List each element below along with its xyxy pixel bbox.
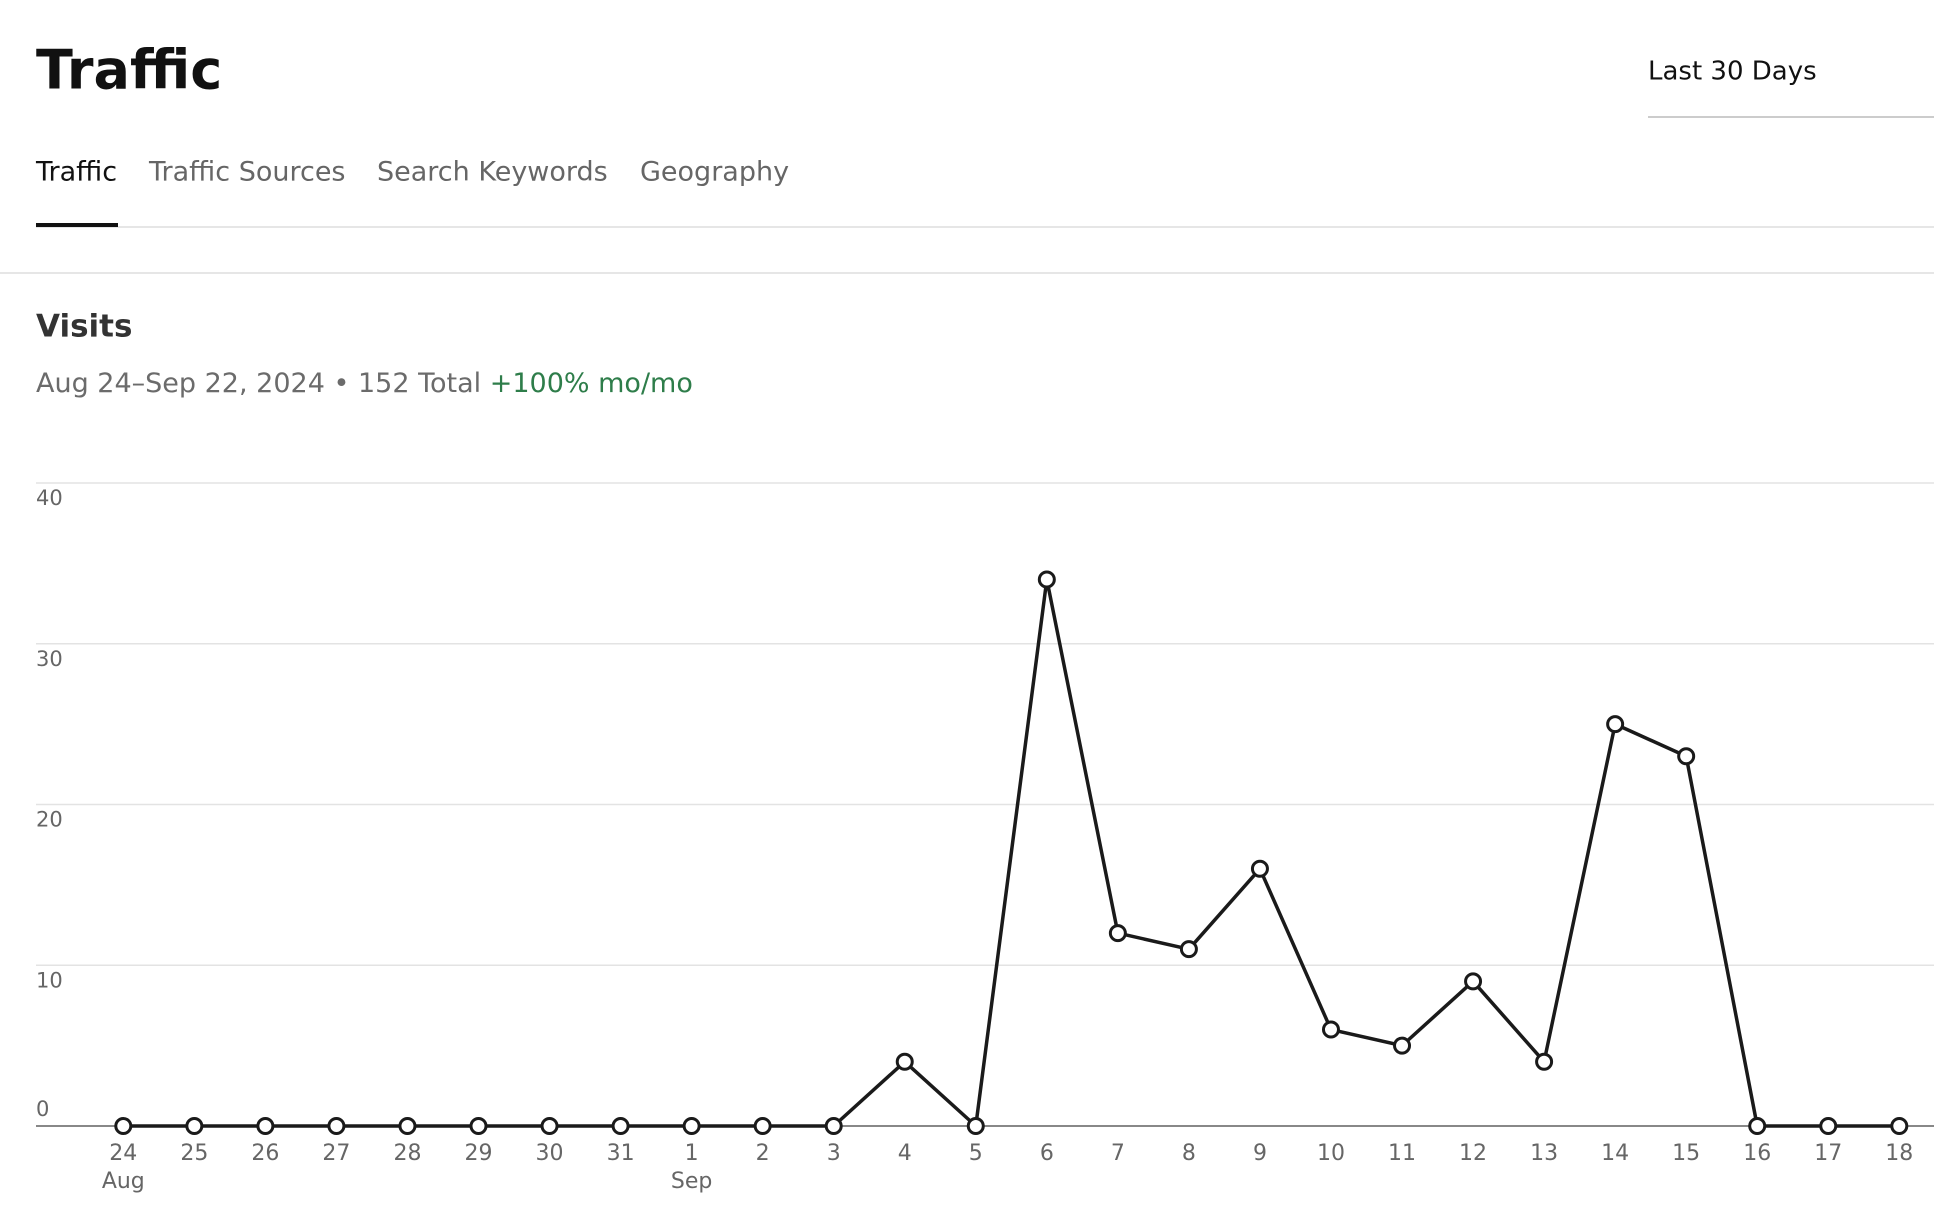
point <box>185 1117 204 1135</box>
point <box>753 1117 772 1135</box>
point <box>1321 1020 1340 1039</box>
point <box>1037 570 1056 589</box>
point <box>1535 1052 1554 1071</box>
x-tick-label: 25 <box>180 1141 208 1166</box>
point <box>1108 924 1127 943</box>
point <box>1179 940 1198 959</box>
x-tick-label: 9 <box>1253 1141 1267 1166</box>
point <box>1677 747 1696 766</box>
x-tick-label: 18 <box>1885 1141 1913 1166</box>
point <box>398 1117 417 1135</box>
plot: 0 10 20 30 40 24 Aug 25 26 27 28 29 30 31 1 Sep 2 3 4 5 6 7 8 9… <box>36 482 1934 1194</box>
x-tick-label: 28 <box>393 1141 421 1166</box>
point <box>1748 1117 1767 1135</box>
x-tick-label: 14 <box>1601 1141 1629 1166</box>
point <box>327 1117 346 1135</box>
x-tick-label: 26 <box>251 1141 279 1166</box>
x-tick-label: 16 <box>1743 1141 1771 1166</box>
subtitle: Aug 24–Sep 22, 2024 • 152 Total <box>36 368 481 399</box>
x-month-label: Sep <box>671 1169 712 1194</box>
x-tick-label: 3 <box>827 1141 841 1166</box>
point <box>1250 859 1269 878</box>
x-tick-label: 6 <box>1040 1141 1054 1166</box>
tab[interactable]: Traffic Sources <box>148 157 346 188</box>
x-tick-label: 15 <box>1672 1141 1700 1166</box>
point <box>114 1117 133 1135</box>
point <box>682 1117 701 1135</box>
x-tick-label: 29 <box>465 1141 493 1166</box>
x-tick-label: 5 <box>969 1141 983 1166</box>
tab[interactable]: Traffic <box>35 157 117 188</box>
line <box>123 577 1900 1128</box>
point <box>611 1117 630 1135</box>
point <box>824 1117 843 1135</box>
x-tick-label: 24 <box>109 1141 137 1166</box>
x-tick-label: 12 <box>1459 1141 1487 1166</box>
y-tick-label: 0 <box>36 1097 49 1121</box>
page-title: Traffic <box>36 39 222 102</box>
point <box>1393 1036 1412 1055</box>
point <box>1819 1117 1838 1135</box>
x-tick-label: 7 <box>1111 1141 1125 1166</box>
point <box>1464 972 1483 991</box>
tab[interactable]: Geography <box>640 157 789 188</box>
point <box>966 1117 985 1135</box>
x-tick-label: 27 <box>322 1141 350 1166</box>
y-tick-label: 20 <box>36 808 63 832</box>
x-tick-label: 13 <box>1530 1141 1558 1166</box>
chart-title: Visits <box>36 309 132 345</box>
tab[interactable]: Search Keywords <box>377 157 608 188</box>
point <box>540 1117 559 1135</box>
x-tick-label: 8 <box>1182 1141 1196 1166</box>
point <box>1890 1117 1909 1135</box>
x-tick-label: 4 <box>898 1141 912 1166</box>
x-tick-label: 1 <box>685 1141 699 1166</box>
x-tick-label: 30 <box>536 1141 564 1166</box>
point <box>1606 715 1625 734</box>
y-tick-label: 40 <box>36 486 63 510</box>
range-selector[interactable]: Last 30 Days <box>1648 57 1817 87</box>
y-tick-label: 10 <box>36 968 63 992</box>
x-tick-label: 17 <box>1814 1141 1842 1166</box>
x-tick-label: 10 <box>1317 1141 1345 1166</box>
point <box>469 1117 488 1135</box>
point <box>256 1117 275 1135</box>
x-tick-label: 2 <box>756 1141 770 1166</box>
x-tick-label: 31 <box>607 1141 635 1166</box>
chart-subtitle: Aug 24–Sep 22, 2024 • 152 Total +100% mo… <box>36 368 693 399</box>
change: +100% mo/mo <box>490 368 693 399</box>
tabs: Traffic Traffic Sources Search Keywords Geo… <box>35 157 789 227</box>
x-month-label: Aug <box>102 1169 145 1194</box>
x-tick-label: 11 <box>1388 1141 1416 1166</box>
y-tick-label: 30 <box>36 647 63 671</box>
point <box>895 1052 914 1071</box>
